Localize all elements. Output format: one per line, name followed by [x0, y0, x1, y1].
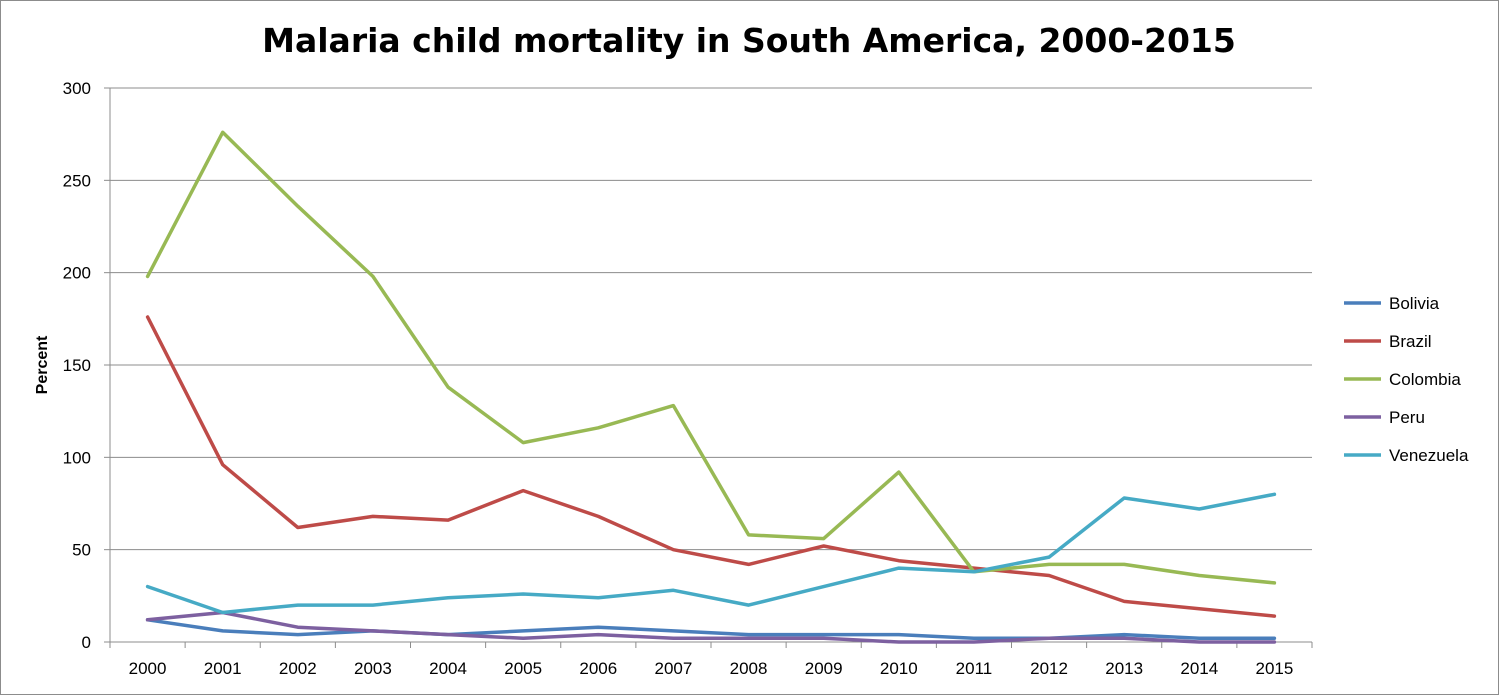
y-tick-label: 150 [63, 356, 91, 375]
x-tick-label: 2008 [730, 659, 768, 678]
legend-label-brazil: Brazil [1389, 332, 1432, 351]
gridlines [110, 87, 1312, 551]
y-tick-label: 50 [72, 541, 91, 560]
x-tick-label: 2007 [655, 659, 693, 678]
x-tick-label: 2013 [1105, 659, 1143, 678]
y-tick-label: 200 [63, 264, 91, 283]
series-line-colombia [145, 130, 1277, 585]
x-tick-label: 2006 [579, 659, 617, 678]
x-tick-label: 2000 [129, 659, 167, 678]
x-tick-label: 2005 [504, 659, 542, 678]
legend-label-peru: Peru [1389, 408, 1425, 427]
y-tick-label: 0 [82, 633, 91, 652]
x-tick-label: 2009 [805, 659, 843, 678]
series-line-bolivia [145, 618, 1277, 641]
y-tick-label: 250 [63, 171, 91, 190]
x-tick-label: 2003 [354, 659, 392, 678]
axes: 0 50 100 150 200 250 300 2000 2001 2002 2003 2004 20… [63, 79, 1313, 678]
x-tick-label: 2010 [880, 659, 918, 678]
legend: Bolivia Brazil Colombia Peru Venezuela [1344, 294, 1469, 465]
y-tick-label: 300 [63, 79, 91, 98]
x-tick-label: 2011 [956, 659, 993, 678]
y-tick-label: 100 [63, 448, 91, 467]
series-line-brazil [145, 315, 1277, 618]
x-tick-label: 2004 [429, 659, 467, 678]
x-tick-label: 2014 [1180, 659, 1218, 678]
x-tick-label: 2001 [204, 659, 242, 678]
x-tick-label: 2015 [1256, 659, 1294, 678]
legend-label-venezuela: Venezuela [1389, 446, 1469, 465]
series-line-venezuela [145, 492, 1277, 615]
x-tick-label: 2012 [1030, 659, 1068, 678]
series-lines [145, 130, 1277, 644]
chart-title: Malaria child mortality in South America… [262, 21, 1236, 60]
legend-label-bolivia: Bolivia [1389, 294, 1440, 313]
x-tick-label: 2002 [279, 659, 317, 678]
y-axis-title: Percent [34, 335, 51, 394]
series-line-peru [145, 610, 1277, 644]
legend-label-colombia: Colombia [1389, 370, 1461, 389]
